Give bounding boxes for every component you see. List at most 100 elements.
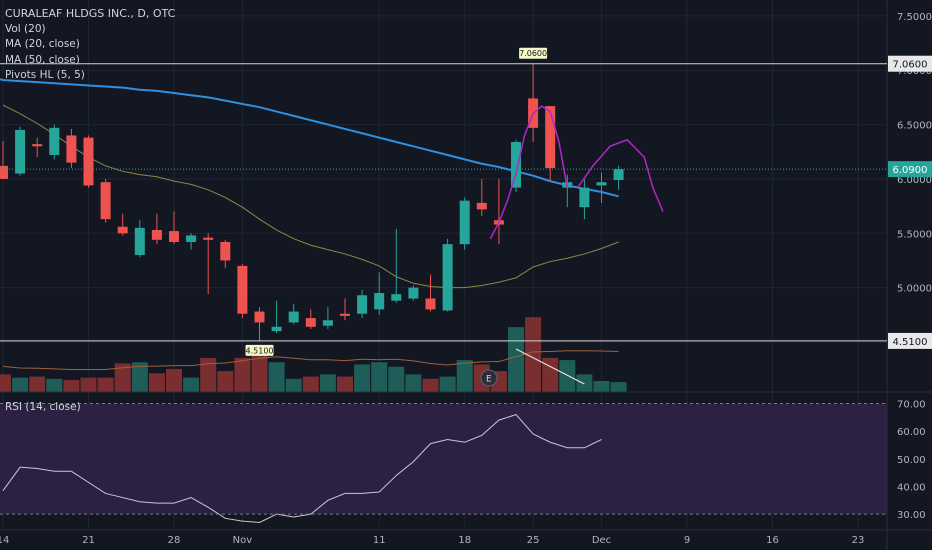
- volume-bar: [166, 368, 182, 392]
- volume-bar: [217, 371, 234, 392]
- rsi-tick-label: 70.00: [897, 400, 926, 411]
- axis-label-pivot-high: 7.0600: [893, 60, 928, 71]
- legend-item-ma20: MA (20, close): [5, 38, 80, 50]
- candle-body: [254, 311, 265, 323]
- candle-body: [442, 244, 453, 311]
- volume-bar: [319, 374, 336, 392]
- volume-bar: [422, 378, 439, 392]
- axis-label-last-bg: [888, 161, 932, 178]
- volume-bar: [183, 377, 200, 392]
- x-tick-label: 23: [852, 535, 865, 546]
- candle-body: [66, 135, 77, 163]
- candle-body: [408, 287, 419, 299]
- volume-bar: [593, 381, 610, 392]
- volume-bar: [97, 377, 114, 392]
- rsi-legend: RSI (14, close): [5, 401, 81, 413]
- pivot-projection: [489, 105, 664, 385]
- rsi-tick-label: 30.00: [897, 510, 926, 521]
- candle-body: [0, 165, 8, 179]
- axis-label-pivot-low-bg: [888, 332, 932, 349]
- volume-bars: [0, 317, 627, 392]
- y-tick-label: 5.5000: [897, 229, 932, 240]
- axis-label-pivot-high-bg: [888, 55, 932, 72]
- ma20-line: [2, 104, 619, 289]
- ma50-path: [0, 78, 4, 81]
- earnings-badge: [480, 369, 498, 387]
- volume-bar: [610, 382, 627, 392]
- candle-body: [596, 182, 607, 186]
- candle-body: [425, 298, 436, 310]
- y-tick-label: 6.5000: [897, 121, 932, 132]
- candle-body: [579, 187, 590, 208]
- chart-legend: CURALEAF HLDGS INC., D, OTC Vol (20) MA …: [5, 6, 175, 84]
- ma20-path: [2, 104, 619, 289]
- candle-body: [100, 182, 111, 220]
- rsi-band: [0, 403, 887, 515]
- y-tick-label: 7.5000: [897, 12, 932, 23]
- x-tick-label: 16: [766, 535, 779, 546]
- volume-bar: [46, 378, 63, 392]
- legend-title: CURALEAF HLDGS INC., D, OTC: [5, 7, 176, 20]
- pivot-high-tag: 7.0600: [519, 49, 547, 58]
- volume-bar: [337, 376, 353, 392]
- x-tick-label: 28: [168, 535, 181, 546]
- candle-body: [32, 144, 43, 147]
- candle-body: [288, 311, 299, 323]
- y-tick-label: 7.0000: [897, 66, 932, 77]
- candle-body: [134, 227, 145, 256]
- candle-body: [203, 237, 214, 240]
- candles: [0, 63, 624, 341]
- candle-body: [374, 293, 385, 310]
- candle-body: [83, 137, 94, 186]
- volume-bar: [234, 357, 251, 392]
- axis-label-last: 6.0900: [893, 165, 928, 176]
- legend-item-ma50: MA (50, close): [5, 53, 80, 66]
- volume-bar: [576, 374, 593, 392]
- x-tick-label: 9: [684, 535, 690, 546]
- volume-bar: [148, 373, 165, 392]
- candle-body: [237, 265, 248, 314]
- candle-body: [271, 326, 282, 332]
- y-tick-label: 6.0000: [897, 175, 932, 186]
- rsi-line: [2, 414, 602, 523]
- volume-bar: [29, 376, 46, 392]
- volume-bar: [131, 362, 148, 392]
- volume-bar: [559, 360, 576, 392]
- candle-body: [613, 169, 624, 181]
- price-labels: 7.0600 6.0900 4.5100 7.0600 4.5100 E: [0, 47, 932, 387]
- volume-bar: [354, 364, 371, 392]
- x-tick-label: Dec: [592, 535, 611, 546]
- volume-bar: [63, 379, 80, 392]
- volume-bar: [251, 352, 268, 392]
- candle-body: [391, 294, 402, 301]
- rsi-tick-label: 60.00: [897, 427, 926, 438]
- rsi-tick-label: 50.00: [897, 455, 926, 466]
- y-tick-label: 5.0000: [897, 284, 932, 295]
- volume-bar: [12, 377, 29, 392]
- candle-body: [545, 106, 556, 169]
- volume-bar: [542, 357, 559, 392]
- x-tick-label: 14: [0, 535, 9, 546]
- candle-body: [169, 231, 179, 242]
- volume-trend-line: [515, 348, 585, 385]
- volume-bar: [456, 360, 473, 392]
- candle-body: [459, 200, 470, 245]
- candle-body: [186, 235, 197, 242]
- earnings-badge-label: E: [486, 375, 492, 385]
- projection-curve: [576, 138, 664, 212]
- volume-ma-line: [2, 350, 619, 371]
- volume-bar: [405, 374, 422, 392]
- volume-bar: [371, 362, 388, 392]
- x-tick-label: 11: [373, 535, 386, 546]
- candle-body: [151, 230, 162, 240]
- projection-curve: [489, 105, 569, 240]
- candle-body: [357, 295, 368, 314]
- volume-bar: [0, 374, 11, 392]
- axis-label-pivot-low: 4.5100: [893, 337, 928, 348]
- candle-body: [117, 226, 128, 234]
- volume-bar: [114, 363, 131, 392]
- volume-bar: [285, 378, 302, 392]
- candle-body: [340, 313, 350, 316]
